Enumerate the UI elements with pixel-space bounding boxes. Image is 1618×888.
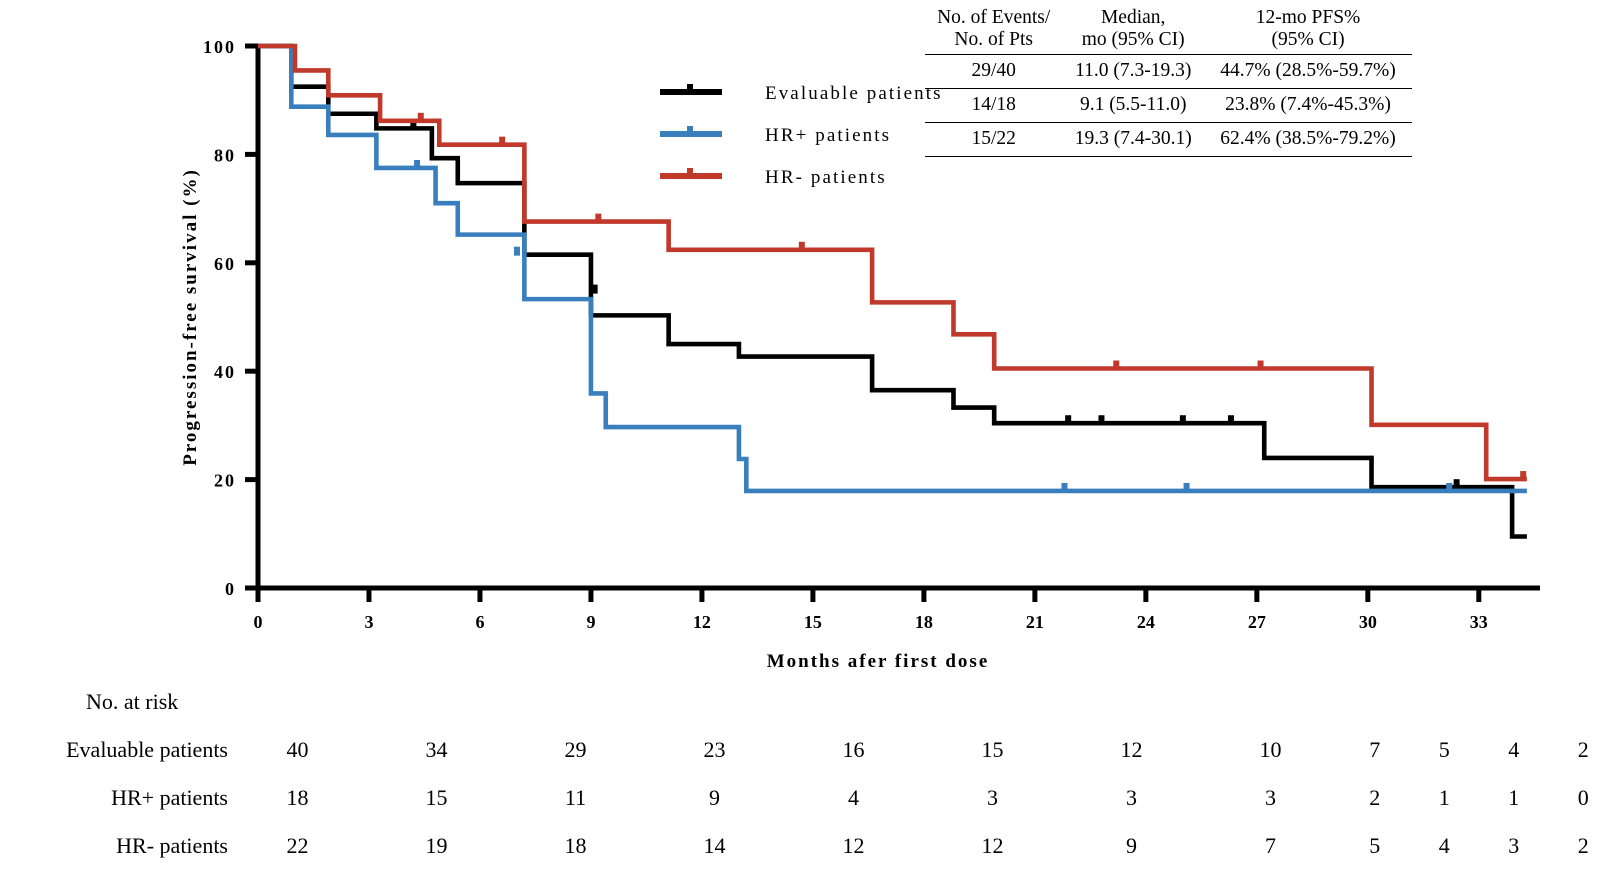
summary-header-median: Median, mo (95% CI) [1062,6,1205,55]
risk-cell: 19 [425,833,448,858]
summary-header-pfs12: 12-mo PFS% (95% CI) [1204,6,1412,55]
risk-cell: 15 [981,737,1004,762]
y-tick-label: 100 [203,37,236,57]
survival-curve-2 [258,43,1527,494]
risk-cell: 1 [1438,785,1450,810]
table-row: Evaluable patients 40 34 29 23 16 15 12 … [0,726,1618,774]
risk-cell: 22 [286,833,309,858]
risk-cell: 7 [1369,737,1381,762]
risk-cell: 40 [286,737,309,762]
risk-table-title: No. at risk [86,689,179,714]
x-tick-label: 21 [1026,612,1044,632]
summary-table: No. of Events/ No. of Pts Median, mo (95… [925,6,1412,157]
summary-table-header-row: No. of Events/ No. of Pts Median, mo (95… [925,6,1412,55]
risk-cell: 10 [1259,737,1282,762]
x-tick-label: 24 [1137,612,1155,632]
y-tick-label: 0 [225,579,236,599]
x-tick-label: 30 [1359,612,1377,632]
legend-label-3: HR- patients [765,167,887,188]
risk-cell: 9 [709,785,720,810]
cell-median: 11.0 (7.3-19.3) [1062,54,1205,89]
table-row: 14/18 9.1 (5.5-11.0) 23.8% (7.4%-45.3%) [925,88,1412,123]
risk-cell: 3 [1126,785,1137,810]
survival-curve-3 [258,43,1527,482]
x-tick-label: 3 [364,612,373,632]
table-row: 15/22 19.3 (7.4-30.1) 62.4% (38.5%-79.2%… [925,122,1412,157]
risk-cell: 4 [848,785,859,810]
risk-cell: 5 [1369,833,1381,858]
risk-cell: 18 [564,833,587,858]
risk-cell: 12 [981,833,1004,858]
risk-cell: 34 [425,737,448,762]
risk-cell: 4 [1508,737,1520,762]
cell-median: 19.3 (7.4-30.1) [1062,122,1205,157]
survival-curve-1 [258,43,1527,539]
risk-row-label: Evaluable patients [66,737,228,762]
risk-cell: 0 [1577,785,1589,810]
risk-cell: 2 [1577,737,1589,762]
x-tick-label: 15 [804,612,822,632]
cell-pfs12: 44.7% (28.5%-59.7%) [1204,54,1412,89]
summary-header-events: No. of Events/ No. of Pts [925,6,1063,55]
summary-statistics-table: No. of Events/ No. of Pts Median, mo (95… [925,6,1412,157]
table-row: HR+ patients 18 15 11 9 4 3 3 3 2 1 1 0 [0,774,1618,822]
cell-events: 29/40 [925,54,1063,89]
cell-events: 14/18 [925,88,1063,123]
risk-table: No. at risk Evaluable patients 40 34 29 … [0,678,1618,870]
table-row: 29/40 11.0 (7.3-19.3) 44.7% (28.5%-59.7%… [925,54,1412,89]
y-tick-label: 20 [214,471,236,491]
number-at-risk-table: No. at risk Evaluable patients 40 34 29 … [0,678,1618,870]
y-axis-title: Progression-free survival (%) [180,168,201,466]
risk-cell: 2 [1577,833,1589,858]
risk-cell: 2 [1369,785,1381,810]
risk-cell: 12 [1120,737,1143,762]
risk-cell: 16 [842,737,865,762]
risk-cell: 15 [425,785,448,810]
risk-cell: 5 [1438,737,1450,762]
x-tick-label: 27 [1248,612,1266,632]
cell-events: 15/22 [925,122,1063,157]
legend-label-2: HR+ patients [765,125,891,146]
cell-pfs12: 23.8% (7.4%-45.3%) [1204,88,1412,123]
risk-cell: 4 [1438,833,1450,858]
y-tick-label: 40 [214,362,236,382]
risk-cell: 9 [1126,833,1137,858]
risk-row-label: HR+ patients [111,785,228,810]
cell-pfs12: 62.4% (38.5%-79.2%) [1204,122,1412,157]
x-tick-label: 0 [254,612,263,632]
risk-cell: 29 [564,737,587,762]
risk-cell: 18 [286,785,309,810]
cell-median: 9.1 (5.5-11.0) [1062,88,1205,123]
risk-cell: 3 [1265,785,1276,810]
risk-cell: 12 [842,833,865,858]
y-tick-label: 60 [214,254,236,274]
risk-cell: 23 [703,737,726,762]
risk-cell: 3 [1508,833,1520,858]
risk-cell: 1 [1508,785,1520,810]
x-tick-label: 12 [693,612,711,632]
risk-title-row: No. at risk [0,678,1618,726]
x-tick-label: 6 [475,612,484,632]
x-tick-label: 33 [1470,612,1488,632]
table-row: HR- patients 22 19 18 14 12 12 9 7 5 4 3… [0,822,1618,870]
risk-cell: 14 [703,833,726,858]
risk-cell: 3 [987,785,998,810]
risk-cell: 11 [564,785,587,810]
x-axis-title: Months afer first dose [767,651,990,672]
x-tick-label: 18 [915,612,933,632]
risk-cell: 7 [1265,833,1276,858]
risk-row-label: HR- patients [116,833,228,858]
x-tick-label: 9 [586,612,595,632]
y-tick-label: 80 [214,145,236,165]
legend-label-1: Evaluable patients [765,83,943,104]
